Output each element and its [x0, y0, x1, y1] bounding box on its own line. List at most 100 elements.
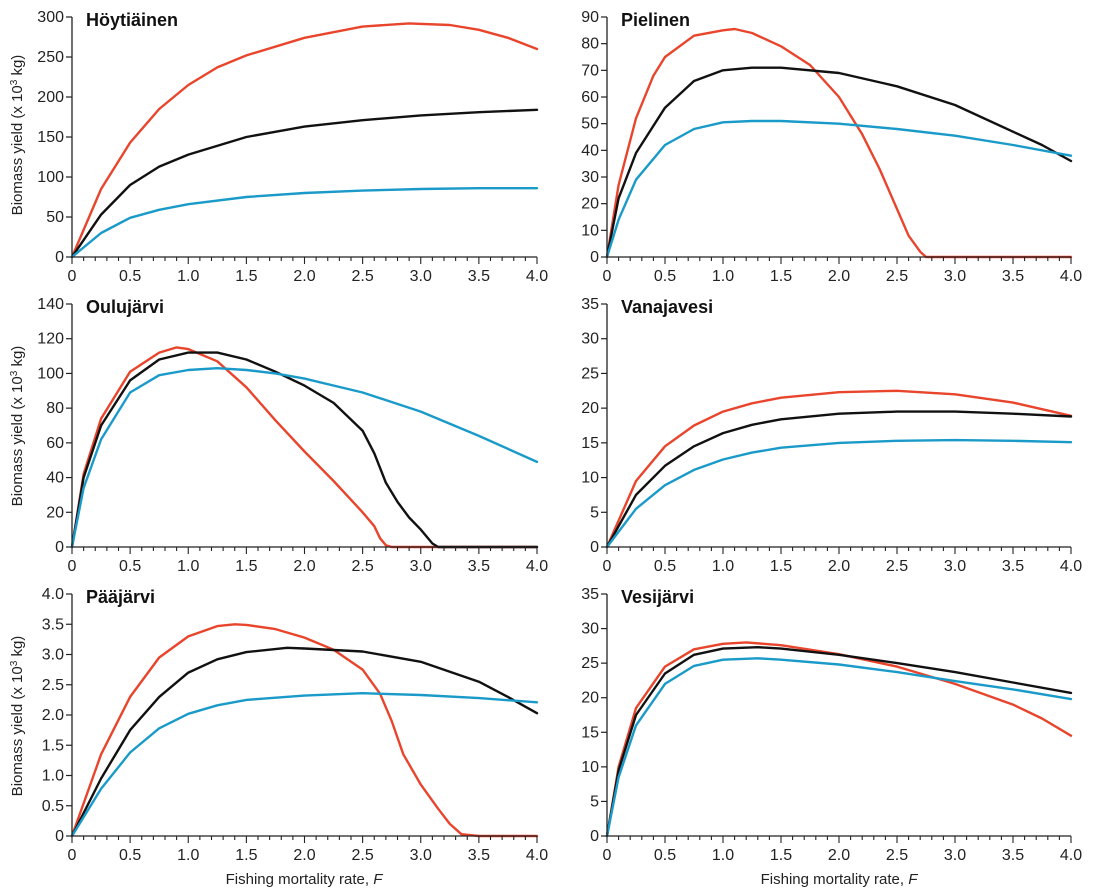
hoytiainen-y-tick-label: 150 [37, 129, 64, 146]
oulujarvi-x-tick-label: 3.5 [468, 558, 490, 575]
panel-hoytiainen: 0 50 100 150 200 250 300 0 0.5 1.0 1.5 2.0 2.5 3.0 3.5… [37, 9, 548, 285]
vanajavesi-x-tick-label: 1.0 [712, 558, 734, 575]
hoytiainen-x-tick-label: 2.0 [293, 268, 315, 285]
oulujarvi-x-tick-label: 1.0 [177, 558, 199, 575]
hoytiainen-x-tick-label: 2.5 [352, 268, 374, 285]
pielinen-series-black [605, 66, 1073, 259]
vanajavesi-series-black [605, 410, 1073, 549]
hoytiainen-y-tick-label: 300 [37, 9, 64, 26]
paajarvi-x-tick-label: 4.0 [526, 847, 548, 864]
hoytiainen-series-red [70, 22, 539, 259]
vesijarvi-x-tick-label: 3.5 [1002, 847, 1024, 864]
vanajavesi-y-tick-label: 0 [590, 539, 599, 556]
panel-paajarvi: 0 0.5 1.0 1.5 2.0 2.5 3.0 3.5 4.0 0 0.5 1.0 1.5 2.0 2.… [42, 586, 548, 864]
hoytiainen-x-tick-label: 0 [68, 268, 77, 285]
paajarvi-y-tick-label: 0 [55, 828, 64, 845]
paajarvi-x-tick-label: 1.0 [177, 847, 199, 864]
oulujarvi-y-tick-label: 0 [55, 539, 64, 556]
hoytiainen-x-tick-label: 0.5 [119, 268, 141, 285]
paajarvi-y-tick-label: 3.0 [42, 647, 64, 664]
pielinen-series-blue [605, 119, 1073, 259]
vanajavesi-x-tick-label: 0.5 [654, 558, 676, 575]
pielinen-x-tick-label: 1.5 [770, 268, 792, 285]
vanajavesi-y-tick-label: 35 [581, 296, 599, 313]
vanajavesi-series-red [605, 389, 1073, 549]
pielinen-y-tick-label: 0 [590, 249, 599, 266]
pielinen-x-tick-label: 2.5 [886, 268, 908, 285]
hoytiainen-series-black [70, 108, 539, 259]
panel-vesijarvi: 0 5 10 15 20 25 30 35 0 0.5 1.0 1.5 2.0 2.5 3.0 3.5 4.0 V… [581, 586, 1082, 864]
pielinen-x-tick-label: 3.0 [944, 268, 966, 285]
pielinen-title: Pielinen [621, 10, 690, 30]
oulujarvi-y-tick-label: 40 [46, 470, 64, 487]
pielinen-y-tick-label: 60 [581, 89, 599, 106]
pielinen-y-tick-label: 70 [581, 62, 599, 79]
hoytiainen-series-blue [70, 187, 539, 259]
vesijarvi-x-tick-label: 1.0 [712, 847, 734, 864]
vanajavesi-y-tick-label: 10 [581, 470, 599, 487]
oulujarvi-series-blue [70, 367, 539, 549]
pielinen-y-tick-label: 30 [581, 169, 599, 186]
vanajavesi-y-tick-label: 25 [581, 365, 599, 382]
oulujarvi-y-tick-label: 80 [46, 400, 64, 417]
vanajavesi-y-tick-label: 15 [581, 435, 599, 452]
pielinen-x-tick-label: 2.0 [828, 268, 850, 285]
oulujarvi-title: Oulujärvi [86, 297, 164, 317]
paajarvi-y-tick-label: 4.0 [42, 586, 64, 603]
oulujarvi-x-tick-label: 4.0 [526, 558, 548, 575]
oulujarvi-x-tick-label: 1.5 [235, 558, 257, 575]
vesijarvi-y-tick-label: 30 [581, 621, 599, 638]
vesijarvi-x-tick-label: 4.0 [1060, 847, 1082, 864]
paajarvi-title: Pääjärvi [86, 587, 155, 607]
vesijarvi-x-tick-label: 2.0 [828, 847, 850, 864]
pielinen-y-tick-label: 20 [581, 196, 599, 213]
panel-pielinen: 0 10 20 30 40 50 60 70 80 90 0 0.5 1.0 1.5 2.0 2.5 3.0 3.… [581, 9, 1082, 285]
paajarvi-x-tick-label: 0 [68, 847, 77, 864]
x-axis-title-left: Fishing mortality rate, F [226, 871, 384, 888]
hoytiainen-x-tick-label: 3.0 [410, 268, 432, 285]
vanajavesi-x-tick-label: 2.5 [886, 558, 908, 575]
vesijarvi-x-tick-label: 0.5 [654, 847, 676, 864]
vesijarvi-y-tick-label: 25 [581, 655, 599, 672]
paajarvi-x-tick-label: 0.5 [119, 847, 141, 864]
vanajavesi-x-tick-label: 3.0 [944, 558, 966, 575]
hoytiainen-y-tick-label: 250 [37, 49, 64, 66]
pielinen-x-tick-label: 4.0 [1060, 268, 1082, 285]
vanajavesi-series-blue [605, 438, 1073, 549]
paajarvi-x-tick-label: 3.0 [410, 847, 432, 864]
vesijarvi-y-tick-label: 15 [581, 724, 599, 741]
vesijarvi-y-tick-label: 5 [590, 793, 599, 810]
paajarvi-series-red [70, 623, 539, 838]
vesijarvi-x-tick-label: 2.5 [886, 847, 908, 864]
panel-oulujarvi: 0 20 40 60 80 100 120 140 0 0.5 1.0 1.5 2.0 2.5 3.0 3.5… [37, 296, 548, 575]
vesijarvi-x-tick-label: 0 [603, 847, 612, 864]
paajarvi-x-tick-label: 2.0 [293, 847, 315, 864]
oulujarvi-x-tick-label: 2.5 [352, 558, 374, 575]
vesijarvi-title: Vesijärvi [621, 587, 694, 607]
vesijarvi-x-tick-label: 1.5 [770, 847, 792, 864]
vesijarvi-series-blue [605, 657, 1073, 838]
oulujarvi-x-tick-label: 0 [68, 558, 77, 575]
y-axis-title-top: Biomass yield (x 103 kg) [9, 55, 27, 216]
y-axis-title-middle: Biomass yield (x 103 kg) [9, 346, 27, 507]
vesijarvi-y-tick-label: 10 [581, 759, 599, 776]
paajarvi-series-black [70, 646, 539, 838]
vesijarvi-x-tick-label: 3.0 [944, 847, 966, 864]
pielinen-x-tick-label: 0 [603, 268, 612, 285]
paajarvi-x-tick-label: 1.5 [235, 847, 257, 864]
vanajavesi-x-tick-label: 3.5 [1002, 558, 1024, 575]
vanajavesi-x-tick-label: 2.0 [828, 558, 850, 575]
pielinen-x-tick-label: 0.5 [654, 268, 676, 285]
oulujarvi-y-tick-label: 100 [37, 365, 64, 382]
paajarvi-y-tick-label: 1.0 [42, 768, 64, 785]
vesijarvi-series-red [605, 641, 1073, 838]
x-axis-title-right: Fishing mortality rate, F [761, 871, 919, 888]
vesijarvi-series-black [605, 646, 1073, 838]
oulujarvi-y-tick-label: 120 [37, 331, 64, 348]
vesijarvi-y-tick-label: 20 [581, 690, 599, 707]
oulujarvi-x-tick-label: 3.0 [410, 558, 432, 575]
oulujarvi-series-black [70, 351, 539, 549]
vanajavesi-x-tick-label: 4.0 [1060, 558, 1082, 575]
paajarvi-x-tick-label: 2.5 [352, 847, 374, 864]
pielinen-y-tick-label: 10 [581, 222, 599, 239]
